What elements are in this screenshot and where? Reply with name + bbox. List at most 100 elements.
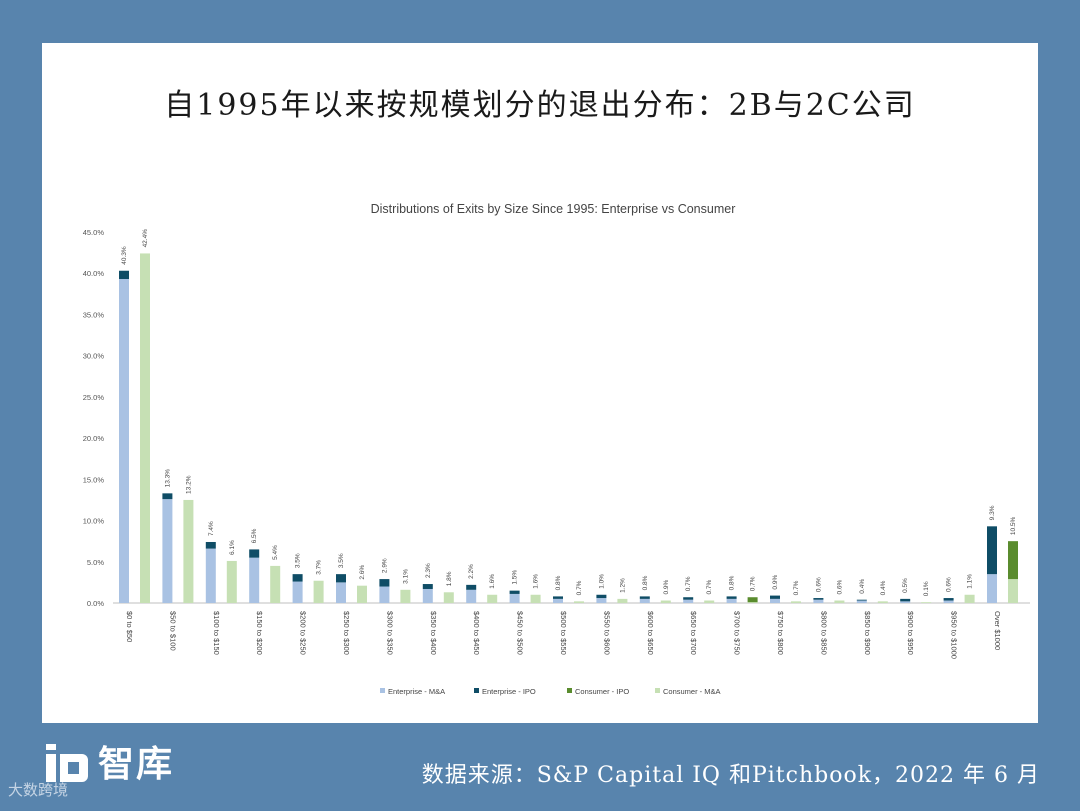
legend-label: Enterprise - M&A (388, 687, 445, 696)
consumer-ipo-bar (747, 597, 758, 603)
consumer-ma-bar (921, 602, 932, 603)
consumer-data-label: 0.7% (576, 580, 583, 595)
x-tick-label: $200 to $250 (299, 611, 308, 655)
enterprise-ma-bar (596, 598, 607, 603)
enterprise-data-label: 3.5% (295, 553, 302, 568)
enterprise-ma-bar (379, 586, 390, 603)
x-tick-label: $50 to $100 (168, 611, 177, 651)
enterprise-ma-bar (987, 574, 997, 603)
consumer-ma-bar (400, 589, 411, 603)
enterprise-ipo-bar (943, 598, 954, 601)
enterprise-ipo-bar (856, 599, 867, 601)
enterprise-ipo-bar (119, 270, 129, 279)
consumer-data-label: 0.7% (750, 576, 757, 591)
logo-subtitle: 大数跨境 (8, 781, 69, 799)
enterprise-ma-bar (292, 581, 303, 603)
enterprise-ipo-bar (726, 596, 737, 599)
enterprise-data-label: 0.8% (729, 575, 736, 590)
consumer-data-label: 3.7% (316, 560, 323, 575)
x-tick-label: $400 to $450 (472, 611, 481, 655)
consumer-data-label: 0.9% (663, 579, 670, 594)
enterprise-data-label: 9.3% (989, 505, 996, 520)
legend-label: Consumer - M&A (663, 687, 721, 696)
consumer-data-label: 42.4% (142, 229, 149, 248)
y-tick-label: 10.0% (83, 517, 105, 526)
x-tick-label: $150 to $200 (255, 611, 264, 655)
x-tick-label: $650 to $700 (689, 611, 698, 655)
x-tick-label: $600 to $650 (646, 611, 655, 655)
consumer-data-label: 0.4% (880, 580, 887, 595)
consumer-data-label: 5.4% (272, 545, 279, 560)
legend-label: Enterprise - IPO (482, 687, 536, 696)
enterprise-ma-bar (509, 593, 520, 603)
logo-name: 智库 (98, 744, 175, 785)
consumer-ma-bar (357, 585, 367, 603)
logo: 智库 (44, 733, 174, 789)
enterprise-ma-bar (813, 599, 824, 603)
consumer-ma-bar (791, 601, 801, 603)
enterprise-data-label: 2.9% (381, 558, 388, 573)
enterprise-data-label: 1.0% (598, 574, 605, 589)
enterprise-ipo-bar (249, 549, 260, 558)
consumer-data-label: 1.8% (446, 571, 453, 586)
consumer-ma-bar (183, 499, 194, 603)
consumer-ma-bar (834, 600, 845, 603)
enterprise-data-label: 0.6% (815, 577, 822, 592)
chart-title: Distributions of Exits by Size Since 199… (371, 202, 736, 216)
enterprise-ipo-bar (379, 579, 390, 587)
y-tick-label: 30.0% (83, 352, 105, 361)
legend-label: Consumer - IPO (575, 687, 629, 696)
enterprise-data-label: 0.4% (859, 579, 866, 594)
x-tick-label: $0 to $50 (125, 611, 134, 642)
x-tick-label: $100 to $150 (212, 611, 221, 655)
consumer-ma-bar (530, 594, 541, 603)
consumer-data-label: 2.6% (359, 565, 366, 580)
y-tick-label: 35.0% (83, 310, 105, 319)
enterprise-data-label: 0.8% (642, 575, 649, 590)
x-tick-label: $550 to $600 (602, 611, 611, 655)
enterprise-ipo-bar (900, 598, 911, 602)
enterprise-data-label: 0.7% (685, 576, 692, 591)
x-tick-label: $900 to $950 (906, 611, 915, 655)
consumer-ma-bar (747, 602, 758, 603)
bars: 40.3% 42.4% $0 to $50 13.3% 13.2% $50 to $100… (119, 229, 1018, 659)
enterprise-ipo-bar (683, 597, 694, 600)
y-axis: 0.0% 5.0% 10.0% 15.0% 20.0% 25.0% 30.0% 35.0% 40… (83, 228, 1030, 608)
y-tick-label: 40.0% (83, 269, 105, 278)
consumer-data-label: 1.2% (619, 578, 626, 593)
enterprise-ipo-bar (292, 574, 303, 582)
enterprise-data-label: 3.5% (338, 553, 345, 568)
enterprise-ipo-bar (596, 594, 607, 599)
consumer-data-label: 0.6% (836, 579, 843, 594)
enterprise-data-label: 2.3% (425, 563, 432, 578)
enterprise-ipo-bar (466, 584, 477, 590)
x-tick-label: $300 to $350 (385, 611, 394, 655)
enterprise-ma-bar (726, 598, 737, 603)
enterprise-ma-bar (943, 600, 954, 603)
enterprise-ipo-bar (813, 598, 824, 600)
enterprise-data-label: 6.5% (251, 528, 258, 543)
enterprise-data-label: 7.4% (208, 521, 215, 536)
x-tick-label: $850 to $900 (863, 611, 872, 655)
y-tick-label: 15.0% (83, 475, 105, 484)
y-tick-label: 0.0% (87, 599, 104, 608)
enterprise-data-label: 13.3% (164, 469, 171, 488)
x-tick-label: $800 to $850 (819, 611, 828, 655)
enterprise-ipo-bar (987, 526, 997, 575)
consumer-ma-bar (487, 594, 498, 603)
enterprise-ma-bar (336, 582, 346, 603)
consumer-ma-bar (140, 253, 150, 604)
enterprise-ipo-bar (422, 584, 433, 589)
consumer-ma-bar (964, 594, 975, 603)
consumer-data-label: 10.5% (1010, 517, 1017, 536)
y-tick-label: 5.0% (87, 558, 104, 567)
consumer-ma-bar (574, 601, 584, 603)
slide-title: 自1995年以来按规模划分的退出分布：2B与2C公司 (164, 88, 916, 123)
x-tick-label: $700 to $750 (733, 611, 742, 655)
consumer-data-label: 6.1% (229, 540, 236, 555)
enterprise-data-label: 1.5% (512, 570, 519, 585)
consumer-ma-bar (226, 560, 237, 603)
consumer-ma-bar (270, 565, 281, 603)
enterprise-data-label: 0.9% (772, 575, 779, 590)
legend-swatch (655, 688, 660, 693)
